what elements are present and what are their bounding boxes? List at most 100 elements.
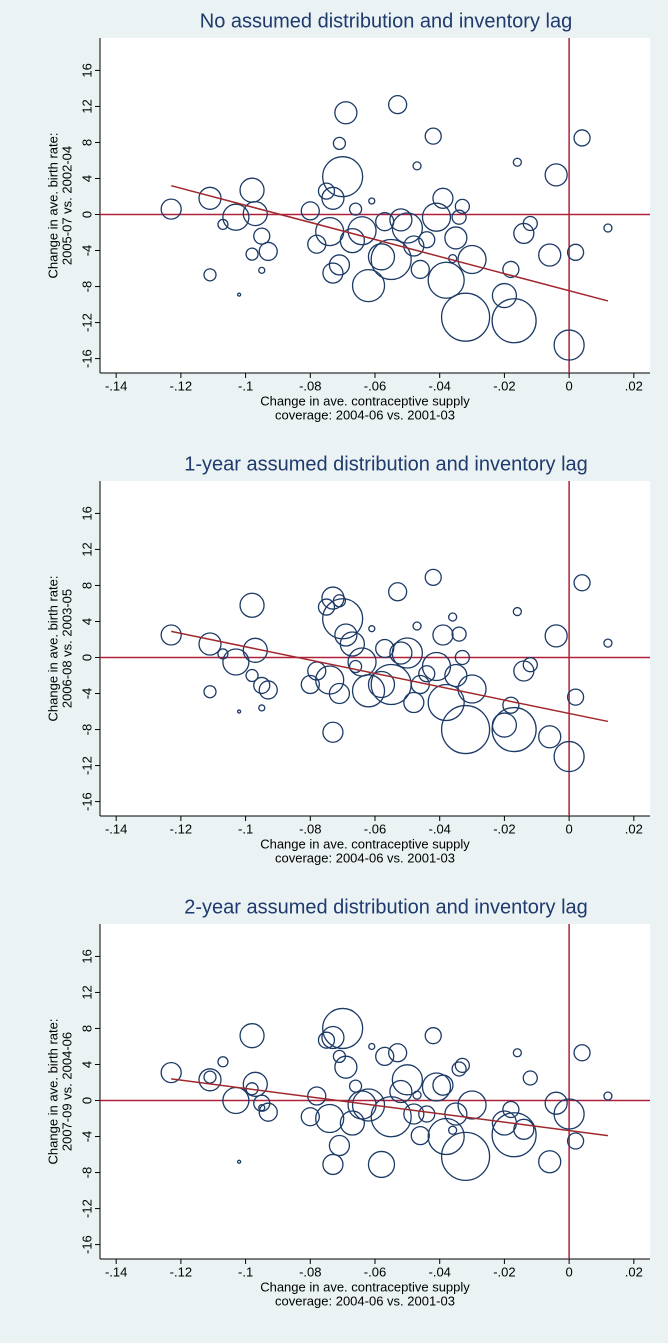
bubble bbox=[454, 198, 471, 215]
x-tick-label: -.1 bbox=[238, 1264, 253, 1279]
bubble bbox=[512, 606, 523, 617]
y-tick-label: -8 bbox=[79, 281, 94, 293]
x-tick-label: -.1 bbox=[238, 378, 253, 393]
bubble bbox=[328, 254, 351, 276]
bubble bbox=[412, 161, 422, 171]
fit-line bbox=[171, 630, 609, 723]
bubble bbox=[573, 1044, 591, 1062]
bubble bbox=[544, 163, 568, 187]
bubble bbox=[457, 1090, 487, 1120]
bubble bbox=[300, 201, 320, 221]
bubble bbox=[432, 187, 454, 209]
bubble bbox=[258, 704, 266, 712]
bubble bbox=[389, 1079, 413, 1104]
bubble bbox=[432, 624, 454, 646]
x-tick-label: -.14 bbox=[105, 1264, 127, 1279]
bubble bbox=[457, 244, 487, 275]
y-tick-label: -16 bbox=[79, 792, 94, 811]
bubble bbox=[258, 1104, 266, 1112]
y-tick-label: -8 bbox=[79, 1167, 94, 1179]
bubble bbox=[368, 1042, 376, 1051]
bubble bbox=[424, 568, 442, 587]
bubble bbox=[538, 725, 562, 749]
y-axis-label: Change in ave. birth rate: bbox=[45, 1019, 60, 1165]
bubble bbox=[367, 1150, 396, 1179]
x-tick-label: -.08 bbox=[299, 821, 321, 836]
bubble bbox=[387, 94, 408, 115]
bubble bbox=[427, 261, 465, 299]
bubble bbox=[403, 691, 425, 714]
bubble bbox=[321, 598, 364, 640]
x-tick-label: -.02 bbox=[493, 378, 515, 393]
x-axis-label: Change in ave. contraceptive supply bbox=[260, 1279, 470, 1294]
bubble bbox=[440, 704, 491, 755]
y-tick-label: 0 bbox=[79, 211, 94, 218]
y-tick-label: -16 bbox=[79, 1235, 94, 1254]
bubble bbox=[387, 1043, 408, 1063]
bubble bbox=[321, 1025, 345, 1050]
x-tick-label: -.12 bbox=[170, 1264, 192, 1279]
bubble bbox=[375, 638, 395, 659]
bubble bbox=[339, 631, 366, 657]
y-tick-label: -12 bbox=[79, 1199, 94, 1218]
bubble bbox=[368, 197, 376, 205]
bubble bbox=[553, 1098, 585, 1130]
y-tick-label: 16 bbox=[79, 949, 94, 963]
bubble bbox=[258, 680, 278, 700]
bubble bbox=[239, 1023, 265, 1049]
bubble bbox=[451, 1061, 467, 1077]
bubble bbox=[245, 247, 259, 261]
x-tick-label: 0 bbox=[566, 1264, 573, 1279]
bubble bbox=[491, 706, 537, 753]
bubble bbox=[203, 1070, 217, 1084]
bubble bbox=[245, 668, 259, 683]
y-tick-label: -16 bbox=[79, 349, 94, 368]
bubble bbox=[566, 243, 585, 261]
y-tick-label: -4 bbox=[79, 245, 94, 257]
x-tick-label: -.1 bbox=[238, 821, 253, 836]
y-axis-label: Change in ave. birth rate: bbox=[45, 576, 60, 722]
y-tick-label: 4 bbox=[79, 1061, 94, 1068]
y-tick-label: -8 bbox=[79, 724, 94, 736]
bubble bbox=[321, 1007, 364, 1050]
x-tick-label: 0 bbox=[566, 821, 573, 836]
bubble bbox=[334, 1055, 358, 1079]
x-tick-label: -.12 bbox=[170, 378, 192, 393]
bubble bbox=[424, 1027, 442, 1045]
bubble bbox=[160, 1061, 182, 1084]
y-tick-label: 12 bbox=[79, 985, 94, 999]
bubble bbox=[321, 186, 345, 210]
bubble bbox=[258, 241, 278, 262]
plot-area bbox=[100, 924, 650, 1259]
bubble bbox=[375, 1046, 395, 1067]
chart-title: 2-year assumed distribution and inventor… bbox=[184, 896, 588, 918]
x-axis-label: coverage: 2004-06 vs. 2001-03 bbox=[275, 850, 455, 865]
bubble bbox=[491, 298, 537, 344]
bubble bbox=[412, 621, 422, 631]
bubble bbox=[573, 574, 591, 592]
bubble bbox=[321, 586, 345, 610]
bubble bbox=[347, 216, 377, 246]
chart-title: No assumed distribution and inventory la… bbox=[200, 10, 572, 32]
bubble bbox=[444, 226, 468, 250]
bubble bbox=[451, 626, 467, 642]
x-tick-label: -.04 bbox=[429, 821, 451, 836]
bubble bbox=[368, 625, 376, 633]
y-tick-label: 0 bbox=[79, 1097, 94, 1104]
bubble bbox=[603, 223, 613, 233]
y-tick-label: -4 bbox=[79, 1131, 94, 1143]
bubble bbox=[317, 182, 336, 200]
bubble bbox=[332, 136, 347, 151]
bubble bbox=[367, 243, 396, 271]
y-tick-label: 4 bbox=[79, 618, 94, 625]
y-tick-label: 8 bbox=[79, 1025, 94, 1032]
bubble bbox=[403, 235, 425, 257]
y-axis-label: 2005-07 vs. 2002-04 bbox=[59, 146, 74, 265]
bubble bbox=[203, 268, 217, 282]
y-tick-label: -12 bbox=[79, 313, 94, 332]
bubble bbox=[412, 1090, 422, 1100]
x-tick-label: .02 bbox=[625, 378, 643, 393]
bubble bbox=[348, 659, 363, 674]
bubble bbox=[512, 157, 523, 167]
